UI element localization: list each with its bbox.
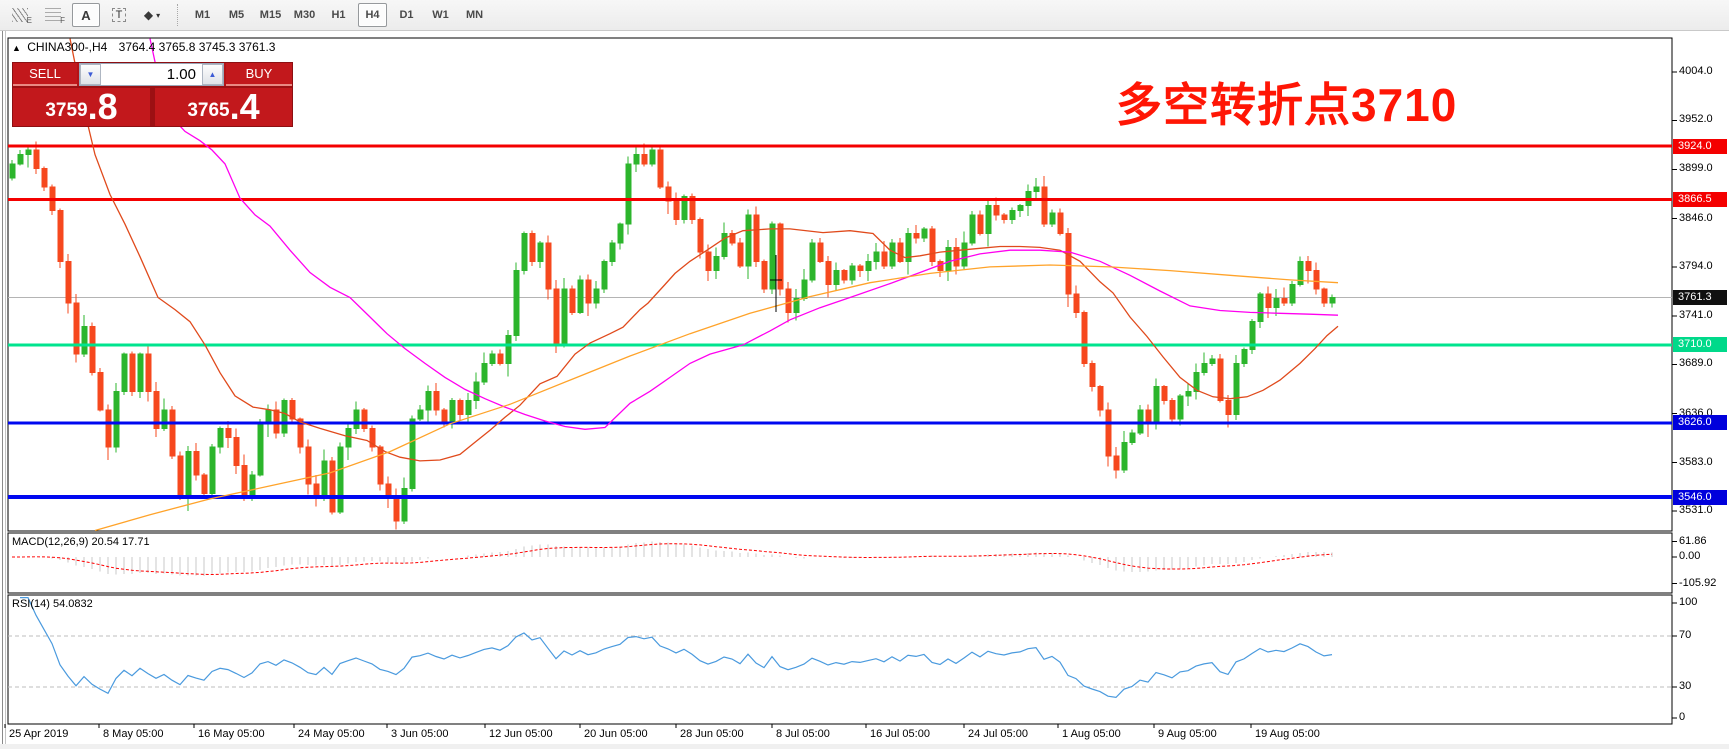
- candlestick-series: [9, 141, 1336, 530]
- bid-price-dec: .8: [87, 86, 118, 127]
- y-axis-tick-label: 4004.0: [1679, 65, 1713, 77]
- x-axis-date-label: 12 Jun 05:00: [489, 728, 553, 740]
- ask-price-int: 3765: [187, 100, 230, 121]
- x-axis-date-label: 28 Jun 05:00: [680, 728, 744, 740]
- x-axis-date-label: 24 May 05:00: [298, 728, 365, 740]
- price-badge-3546.0: 3546.0: [1673, 489, 1727, 505]
- window-left-edge: [2, 31, 3, 744]
- panel-border: [7, 532, 1673, 594]
- y-axis-tick-label: 3583.0: [1679, 455, 1713, 468]
- y-axis-tick-label: 3741.0: [1679, 309, 1713, 322]
- macd-label: MACD(12,26,9) 20.54 17.71: [12, 536, 150, 548]
- rsi-axis-label: 0: [1679, 711, 1686, 723]
- macd-histogram: [51, 541, 1333, 576]
- tile-divider: [150, 88, 155, 126]
- timeframe-h4[interactable]: H4: [358, 3, 387, 27]
- y-axis-tick-label: 3899.0: [1679, 162, 1713, 175]
- timeframe-m15[interactable]: M15: [259, 9, 282, 21]
- text-box-icon-glyph: T: [111, 8, 127, 22]
- chart-window[interactable]: [0, 31, 1729, 744]
- x-axis-date-label: 1 Aug 05:00: [1062, 728, 1121, 740]
- x-axis-date-label: 3 Jun 05:00: [391, 728, 449, 740]
- timeframe-m1[interactable]: M1: [194, 9, 211, 21]
- volume-increase-button[interactable]: ▲: [202, 64, 223, 85]
- rsi-axis-label: 100: [1679, 596, 1698, 608]
- timeframe-m5[interactable]: M5: [228, 9, 245, 21]
- x-axis-date-label: 8 Jul 05:00: [776, 728, 830, 740]
- y-axis-tick-label: 3952.0: [1679, 113, 1713, 126]
- macd-signal-line: [12, 543, 1333, 576]
- panel-border: [7, 594, 1673, 725]
- bid-price-int: 3759: [45, 100, 88, 121]
- y-axis-tick-label: 3689.0: [1679, 357, 1713, 370]
- y-axis-tick-label: 3794.0: [1679, 259, 1713, 272]
- price-badge-3866.5: 3866.5: [1673, 192, 1727, 208]
- equidistant-channel-icon[interactable]: E: [6, 3, 34, 27]
- price-badge-3924.0: 3924.0: [1673, 138, 1727, 154]
- x-axis-date-label: 9 Aug 05:00: [1158, 728, 1217, 740]
- ohlc-readout: 3764.4 3765.8 3745.3 3761.3: [118, 40, 276, 54]
- rsi-axis-label: 30: [1679, 680, 1692, 692]
- x-axis-date-label: 24 Jul 05:00: [968, 728, 1028, 740]
- x-axis-date-label: 16 Jul 05:00: [870, 728, 930, 740]
- volume-input[interactable]: 1.00: [166, 66, 196, 83]
- fibonacci-icon[interactable]: F: [39, 3, 67, 27]
- panel-border: [7, 37, 1673, 532]
- timeframe-mn[interactable]: MN: [465, 9, 484, 21]
- equidistant-channel-icon-glyph: [12, 8, 28, 22]
- window-left-edge-inner: [5, 31, 6, 744]
- rsi-axis-label: 70: [1679, 628, 1692, 641]
- fibonacci-icon-glyph: [45, 8, 61, 22]
- chevron-down-icon: ▾: [156, 10, 161, 20]
- timeframe-m30[interactable]: M30: [293, 9, 316, 21]
- x-axis-date-label: 16 May 05:00: [198, 728, 265, 740]
- y-axis-tick-label: 3846.0: [1679, 211, 1713, 224]
- bid-price-tile[interactable]: 3759 .8: [13, 86, 151, 127]
- symbol-label: CHINA300-,H4: [27, 40, 108, 54]
- macd-axis-label: 61.86: [1679, 534, 1707, 547]
- chart-title: ▲ CHINA300-,H4 3764.4 3765.8 3745.3 3761…: [12, 40, 275, 54]
- ask-price-tile[interactable]: 3765 .4: [154, 86, 292, 127]
- toolbar: E F A T ◆ ▾ M1 M5 M15 M30 H1 H4 D1 W1 MN: [0, 0, 1729, 31]
- y-axis-tick-label: 3531.0: [1679, 504, 1713, 516]
- ma-slow-orange: [94, 264, 1339, 531]
- ma-fast-red: [69, 38, 1339, 462]
- price-badge-3761.3: 3761.3: [1673, 289, 1727, 305]
- timeframe-w1[interactable]: W1: [432, 9, 449, 21]
- x-axis-date-label: 8 May 05:00: [103, 728, 164, 740]
- volume-decrease-button[interactable]: ▼: [80, 64, 101, 85]
- price-badge-3626.0: 3626.0: [1673, 415, 1727, 431]
- timeframe-d1[interactable]: D1: [399, 9, 414, 21]
- icon-subscript: F: [60, 16, 65, 25]
- macd-axis-label: -105.92: [1679, 576, 1717, 589]
- text-box-icon[interactable]: T: [105, 3, 133, 27]
- chart-annotation-text: 多空转折点3710: [1116, 79, 1458, 131]
- x-axis-date-label: 19 Aug 05:00: [1255, 728, 1320, 740]
- rsi-line: [20, 597, 1333, 699]
- rsi-label: RSI(14) 54.0832: [12, 598, 93, 610]
- arrows-objects-icon[interactable]: ◆ ▾: [143, 8, 161, 22]
- macd-axis-label: 0.00: [1679, 550, 1701, 562]
- text-label-icon[interactable]: A: [72, 3, 100, 27]
- toolbar-separator: [177, 4, 178, 26]
- one-click-trade-panel: SELL ▼ 1.00 ▲ BUY 3759 .8 3765 .4: [12, 62, 293, 127]
- sell-button[interactable]: SELL: [13, 63, 77, 86]
- collapse-marker-icon[interactable]: ▲: [12, 43, 21, 53]
- window-bottom-edge: [0, 744, 1729, 749]
- ma-mid-magenta: [149, 38, 1339, 430]
- ask-price-dec: .4: [229, 86, 260, 127]
- x-axis-date-label: 20 Jun 05:00: [584, 728, 648, 740]
- x-axis-date-label: 25 Apr 2019: [9, 728, 69, 740]
- volume-spinner: ▼ 1.00 ▲: [79, 63, 224, 86]
- price-badge-3710.0: 3710.0: [1673, 337, 1727, 353]
- buy-button[interactable]: BUY: [226, 63, 292, 86]
- timeframe-h1[interactable]: H1: [331, 9, 346, 21]
- icon-subscript: E: [26, 16, 32, 25]
